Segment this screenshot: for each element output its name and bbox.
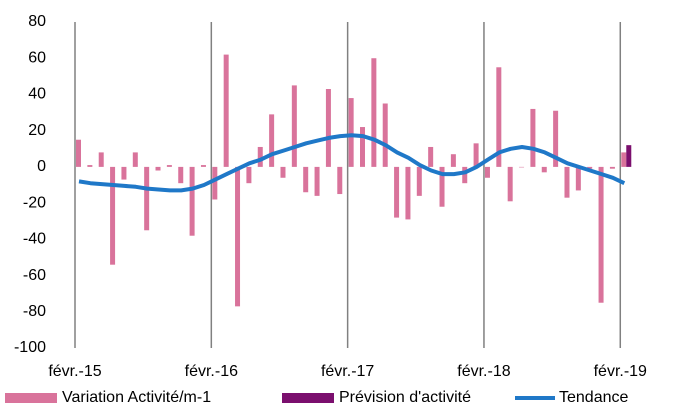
legend-label: Prévision d'activité xyxy=(339,389,471,406)
bar xyxy=(462,166,468,184)
bar xyxy=(553,110,559,167)
x-tick-label: févr.-16 xyxy=(185,363,238,380)
bar xyxy=(223,54,229,167)
y-tick-label: 60 xyxy=(28,49,46,66)
bar xyxy=(564,166,570,198)
bar xyxy=(507,166,513,202)
y-tick-label: 40 xyxy=(28,86,46,103)
bar xyxy=(212,166,218,200)
bar xyxy=(394,166,400,218)
bar xyxy=(76,139,81,167)
y-tick-label: 0 xyxy=(37,158,46,175)
y-tick-label: -60 xyxy=(23,267,46,284)
bar xyxy=(132,152,138,167)
bar xyxy=(348,98,354,167)
bar xyxy=(496,67,502,167)
bar xyxy=(337,166,343,195)
bar xyxy=(626,145,632,167)
bar xyxy=(450,154,456,167)
bar xyxy=(110,166,116,265)
x-tick-label: févr.-17 xyxy=(321,363,374,380)
x-tick-label: févr.-15 xyxy=(48,363,101,380)
bar xyxy=(428,146,434,167)
x-tick-label: févr.-19 xyxy=(594,363,647,380)
y-tick-label: 80 xyxy=(28,13,46,30)
x-tick-label: févr.-18 xyxy=(457,363,510,380)
bar xyxy=(405,166,411,220)
bar xyxy=(303,166,309,193)
bar xyxy=(382,103,388,167)
bar xyxy=(587,166,593,169)
legend-label: Tendance xyxy=(559,389,628,406)
bar xyxy=(155,166,161,171)
bar xyxy=(519,166,525,168)
bar xyxy=(166,165,172,167)
bar xyxy=(371,58,377,167)
bar xyxy=(121,166,127,180)
bar xyxy=(87,165,93,167)
y-tick-label: -100 xyxy=(14,339,46,356)
bar xyxy=(235,166,241,307)
y-tick-label: -40 xyxy=(23,231,46,248)
bar xyxy=(291,85,297,167)
bar xyxy=(178,166,184,184)
bar xyxy=(609,166,615,169)
bar xyxy=(575,166,581,191)
legend-label: Variation Activité/m-1 xyxy=(62,389,211,406)
bar xyxy=(439,166,445,207)
bar xyxy=(530,108,536,167)
bar xyxy=(257,146,263,167)
bar xyxy=(98,152,104,167)
y-tick-label: -80 xyxy=(23,303,46,320)
bar xyxy=(484,166,490,178)
bar xyxy=(360,127,365,167)
bar xyxy=(416,166,422,196)
bar xyxy=(621,152,627,167)
y-tick-label: 20 xyxy=(28,122,46,139)
bar xyxy=(189,166,195,236)
bar xyxy=(541,166,547,173)
y-tick-label: -20 xyxy=(23,194,46,211)
bar xyxy=(269,114,275,167)
legend-swatch xyxy=(282,393,334,403)
bar xyxy=(246,166,252,184)
bar xyxy=(144,166,150,231)
bar xyxy=(325,89,331,167)
legend-swatch xyxy=(5,393,57,403)
bar xyxy=(280,166,286,178)
bar xyxy=(200,165,206,167)
bar xyxy=(314,166,320,196)
trend-line xyxy=(78,133,626,193)
bar xyxy=(598,166,604,303)
bar xyxy=(473,143,479,167)
